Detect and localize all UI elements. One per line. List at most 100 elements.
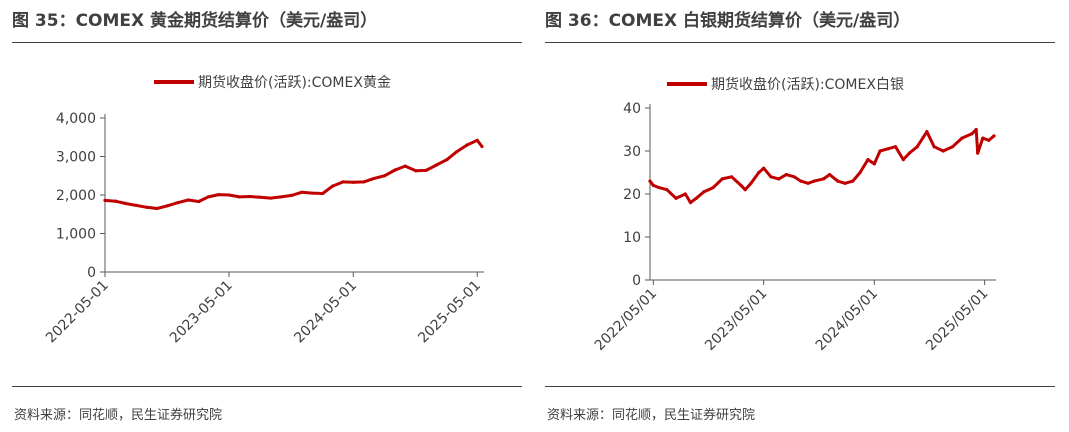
data-point bbox=[480, 144, 484, 149]
data-point bbox=[248, 194, 252, 199]
x-tick-label: 2025/05/01 bbox=[923, 286, 991, 354]
y-tick-label: 20 bbox=[623, 187, 641, 203]
data-point bbox=[851, 179, 855, 183]
y-tick-label: 1,000 bbox=[56, 227, 96, 243]
data-point bbox=[113, 199, 118, 203]
data-point bbox=[289, 193, 294, 197]
data-point bbox=[827, 173, 832, 177]
data-point bbox=[893, 145, 898, 149]
title-divider bbox=[12, 42, 522, 43]
x-tick-label: 2024-05-01 bbox=[291, 278, 360, 347]
data-point bbox=[769, 175, 773, 179]
source-divider bbox=[12, 386, 522, 387]
data-point bbox=[925, 130, 929, 134]
x-tick-label: 2023/05/01 bbox=[702, 286, 770, 354]
data-point bbox=[403, 164, 407, 168]
y-tick-label: 30 bbox=[623, 144, 641, 160]
x-tick-label: 2023-05-01 bbox=[167, 278, 236, 347]
data-point bbox=[227, 193, 231, 197]
data-point bbox=[206, 195, 210, 199]
data-point bbox=[694, 196, 698, 200]
data-point bbox=[872, 162, 876, 166]
data-point bbox=[362, 180, 366, 184]
y-tick-label: 0 bbox=[632, 273, 641, 289]
data-point bbox=[901, 158, 905, 162]
data-point bbox=[103, 198, 107, 202]
data-point bbox=[720, 177, 724, 181]
legend-label: 期货收盘价(活跃):COMEX黄金 bbox=[198, 74, 391, 91]
series-line bbox=[103, 138, 484, 210]
silver-chart-svg: 期货收盘价(活跃):COMEX白银 0 10 20 30 40 2022/05/01 2023… bbox=[592, 76, 996, 354]
data-point bbox=[648, 179, 652, 183]
data-point bbox=[743, 188, 747, 192]
data-point bbox=[434, 163, 439, 167]
data-point bbox=[749, 181, 753, 185]
data-point bbox=[777, 177, 781, 181]
y-tick-label: 40 bbox=[623, 101, 641, 117]
figure-36-source: 资料来源：同花顺，民生证券研究院 bbox=[547, 408, 756, 423]
data-point bbox=[341, 180, 345, 184]
data-point bbox=[300, 190, 304, 194]
data-point bbox=[866, 158, 870, 162]
y-tick-label: 2,000 bbox=[56, 188, 96, 204]
data-point bbox=[145, 205, 149, 209]
data-point bbox=[414, 169, 418, 173]
data-point bbox=[310, 191, 314, 195]
y-tick-label: 0 bbox=[87, 265, 96, 281]
data-point bbox=[269, 196, 273, 200]
series-line bbox=[648, 128, 996, 205]
data-point bbox=[186, 198, 190, 202]
y-tick-label: 3,000 bbox=[56, 150, 96, 166]
data-point bbox=[981, 136, 985, 140]
data-point bbox=[836, 179, 840, 183]
data-point bbox=[165, 204, 170, 208]
data-point bbox=[757, 170, 761, 175]
data-point bbox=[424, 168, 428, 172]
x-tick-label: 2022/05/01 bbox=[592, 286, 660, 354]
data-point bbox=[960, 136, 964, 140]
data-point bbox=[886, 147, 890, 151]
data-point bbox=[915, 145, 919, 149]
data-point bbox=[843, 181, 847, 185]
data-point bbox=[941, 149, 945, 153]
x-tick-label: 2025-05-01 bbox=[415, 278, 484, 347]
data-point bbox=[665, 188, 669, 192]
data-point bbox=[155, 206, 159, 211]
x-tick-label: 2024/05/01 bbox=[813, 286, 881, 354]
figure-36-title: 图 36：COMEX 白银期货结算价（美元/盎司） bbox=[545, 11, 911, 31]
data-point bbox=[702, 190, 706, 194]
data-point bbox=[812, 179, 816, 183]
data-point bbox=[730, 175, 734, 179]
data-point bbox=[976, 151, 980, 155]
data-point bbox=[711, 185, 715, 190]
data-point bbox=[657, 185, 661, 190]
legend-label: 期货收盘价(活跃):COMEX白银 bbox=[711, 76, 904, 93]
data-point bbox=[465, 143, 469, 147]
data-point bbox=[987, 138, 991, 142]
y-tick-label: 4,000 bbox=[56, 111, 96, 127]
figure-36-panel: 图 36：COMEX 白银期货结算价（美元/盎司） 期货收盘价(活跃):COME… bbox=[545, 0, 1055, 432]
data-point bbox=[858, 170, 862, 175]
figure-35-title: 图 35：COMEX 黄金期货结算价（美元/盎司） bbox=[12, 11, 378, 31]
x-tick-label: 2022-05-01 bbox=[43, 278, 112, 347]
data-point bbox=[321, 191, 325, 196]
data-point bbox=[821, 177, 826, 181]
data-point bbox=[454, 150, 459, 154]
data-point bbox=[445, 157, 449, 162]
y-tick-label: 10 bbox=[623, 230, 641, 246]
silver-chart: 期货收盘价(活跃):COMEX白银 0 10 20 30 40 2022/05/01 2023… bbox=[545, 50, 1055, 380]
data-point bbox=[762, 166, 766, 170]
data-point bbox=[683, 192, 687, 196]
data-point bbox=[688, 201, 693, 205]
data-point bbox=[258, 195, 262, 199]
figure-35-panel: 图 35：COMEX 黄金期货结算价（美元/盎司） 期货收盘价(活跃):COME… bbox=[12, 0, 522, 432]
data-point bbox=[739, 183, 743, 187]
figure-35-source: 资料来源：同花顺，民生证券研究院 bbox=[14, 408, 223, 423]
data-point bbox=[176, 201, 180, 205]
data-point bbox=[217, 193, 221, 197]
source-divider bbox=[545, 386, 1055, 387]
data-point bbox=[372, 176, 376, 181]
data-point bbox=[970, 132, 974, 136]
data-point bbox=[974, 127, 978, 132]
data-point bbox=[799, 179, 803, 183]
